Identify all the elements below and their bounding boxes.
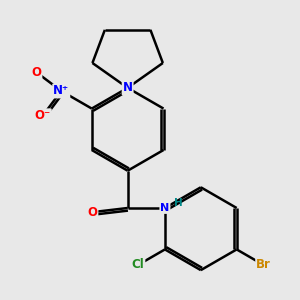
- Text: O⁻: O⁻: [34, 109, 51, 122]
- Text: H: H: [174, 198, 183, 208]
- Text: N⁺: N⁺: [53, 85, 69, 98]
- Text: N: N: [160, 203, 170, 213]
- Text: N: N: [123, 81, 133, 94]
- Text: Br: Br: [256, 259, 271, 272]
- Text: Cl: Cl: [132, 259, 144, 272]
- Text: O: O: [87, 206, 98, 219]
- Text: O: O: [32, 66, 41, 79]
